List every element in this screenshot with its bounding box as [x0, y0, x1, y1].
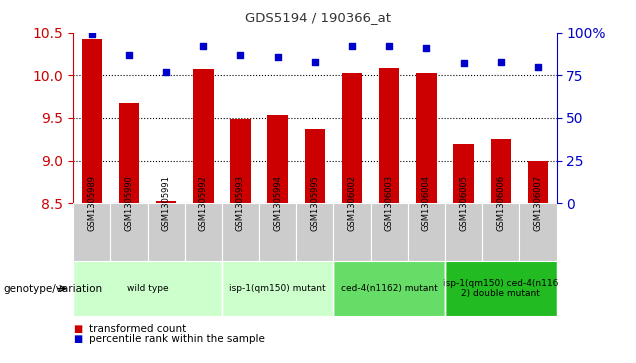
Text: ■: ■ [73, 334, 83, 344]
Bar [110, 203, 148, 261]
Bar [81, 40, 102, 203]
Bar [222, 261, 333, 316]
Bar [184, 203, 222, 261]
Text: isp-1(qm150) ced-4(n116
2) double mutant: isp-1(qm150) ced-4(n116 2) double mutant [443, 279, 558, 298]
Text: ced-4(n1162) mutant: ced-4(n1162) mutant [341, 284, 438, 293]
Text: GSM1306006: GSM1306006 [496, 175, 505, 231]
Bar [333, 203, 371, 261]
Bar [305, 129, 325, 203]
Point [161, 69, 171, 75]
Text: GSM1305990: GSM1305990 [125, 175, 134, 231]
Point [533, 64, 543, 70]
Point [384, 44, 394, 49]
Bar [333, 261, 445, 316]
Bar [296, 203, 333, 261]
Bar [156, 201, 176, 203]
Text: GSM1306005: GSM1306005 [459, 175, 468, 231]
Point [495, 59, 506, 65]
Text: percentile rank within the sample: percentile rank within the sample [89, 334, 265, 344]
Text: genotype/variation: genotype/variation [3, 284, 102, 294]
Text: GDS5194 / 190366_at: GDS5194 / 190366_at [245, 11, 391, 24]
Text: GSM1306003: GSM1306003 [385, 175, 394, 231]
Text: transformed count: transformed count [89, 323, 186, 334]
Bar [453, 144, 474, 203]
Bar [119, 103, 139, 203]
Text: GSM1305989: GSM1305989 [87, 175, 96, 231]
Text: wild type: wild type [127, 284, 169, 293]
Text: GSM1306002: GSM1306002 [347, 175, 357, 231]
Text: GSM1306007: GSM1306007 [534, 175, 543, 231]
Bar [416, 73, 436, 203]
Bar [490, 139, 511, 203]
Point [347, 44, 357, 49]
Bar [148, 203, 184, 261]
Text: GSM1306004: GSM1306004 [422, 175, 431, 231]
Bar [230, 119, 251, 203]
Bar [73, 261, 222, 316]
Bar [267, 115, 288, 203]
Point [310, 59, 320, 65]
Text: GSM1305991: GSM1305991 [162, 175, 170, 231]
Text: GSM1305994: GSM1305994 [273, 175, 282, 231]
Text: GSM1305993: GSM1305993 [236, 175, 245, 231]
Bar [379, 69, 399, 203]
Bar [528, 160, 548, 203]
Bar [408, 203, 445, 261]
Bar [193, 69, 214, 203]
Point [273, 54, 283, 60]
Bar [371, 203, 408, 261]
Text: ■: ■ [73, 323, 83, 334]
Bar [520, 203, 556, 261]
Bar [342, 73, 363, 203]
Point [421, 45, 431, 51]
Point [86, 32, 97, 37]
Point [459, 61, 469, 66]
Bar [445, 261, 556, 316]
Point [235, 52, 245, 58]
Bar [222, 203, 259, 261]
Point [124, 52, 134, 58]
Point [198, 44, 209, 49]
Text: GSM1305992: GSM1305992 [199, 175, 208, 231]
Text: isp-1(qm150) mutant: isp-1(qm150) mutant [230, 284, 326, 293]
Bar [445, 203, 482, 261]
Bar [73, 203, 110, 261]
Bar [259, 203, 296, 261]
Text: GSM1305995: GSM1305995 [310, 175, 319, 231]
Bar [482, 203, 520, 261]
